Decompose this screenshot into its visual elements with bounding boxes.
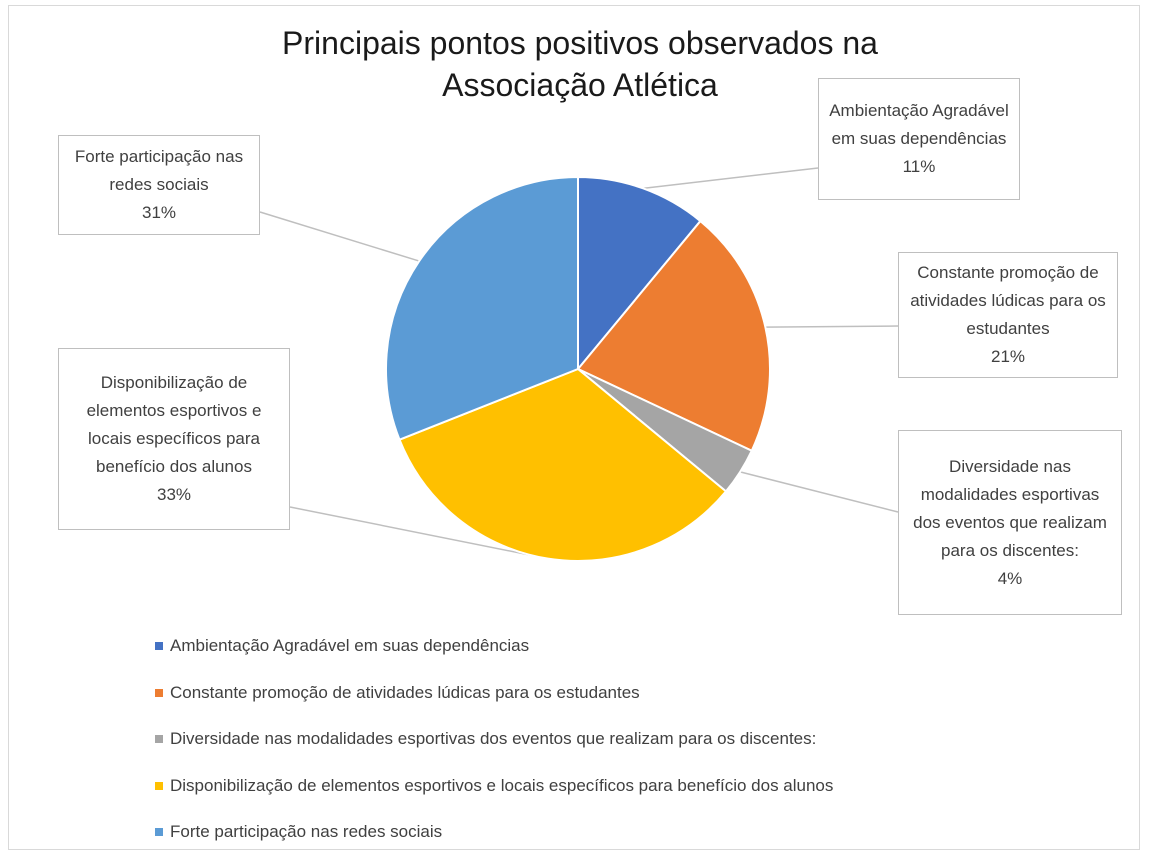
- legend-swatch: [155, 642, 163, 650]
- legend-entry: Ambientação Agradável em suas dependênci…: [155, 632, 529, 660]
- data-label: 4%: [997, 568, 1023, 588]
- data-callout: Disponibilização de elementos esportivos…: [58, 348, 290, 530]
- legend-entry: Constante promoção de atividades lúdicas…: [155, 679, 640, 707]
- data-label: 33%: [156, 485, 192, 504]
- data-label: 11%: [902, 157, 936, 176]
- legend-swatch: [155, 781, 163, 790]
- chart-frame: [8, 5, 1140, 850]
- leader-line: [289, 506, 549, 560]
- data-callout: Diversidade nas modalidades esportivas d…: [898, 430, 1122, 615]
- data-callout: Constante promoção de atividades lúdicas…: [898, 252, 1118, 378]
- chart-title: Principais pontos positivos observados n…: [282, 25, 878, 103]
- legend-label: Disponibilização de elementos esportivos…: [170, 775, 834, 795]
- pie-slice: [576, 219, 771, 453]
- pie-slice: [398, 367, 728, 562]
- leader-line: [739, 471, 899, 513]
- leader-line: [765, 325, 899, 328]
- legend-swatch: [155, 828, 163, 836]
- legend-label: Ambientação Agradável em suas dependênci…: [170, 636, 530, 655]
- pie-slice: [385, 175, 579, 441]
- callout-category: Ambientação Agradável em suas dependênci…: [829, 101, 1009, 148]
- legend-label: Diversidade nas modalidades esportivas d…: [170, 729, 817, 748]
- legend-entry: Forte participação nas redes sociais: [155, 818, 442, 846]
- callout-category: Constante promoção de atividades lúdicas…: [910, 263, 1106, 338]
- data-label: 31%: [141, 203, 177, 222]
- legend-entry: Disponibilização de elementos esportivos…: [155, 772, 833, 800]
- legend-label: Forte participação nas redes sociais: [170, 822, 443, 841]
- pie-slice: [577, 175, 702, 372]
- data-label: 21%: [990, 347, 1026, 366]
- callout-category: Diversidade nas modalidades esportivas d…: [913, 456, 1107, 560]
- leader-line: [259, 211, 420, 262]
- data-callout: Forte participação nas redes sociais 31%: [58, 135, 260, 235]
- callout-category: Disponibilização de elementos esportivos…: [86, 373, 262, 476]
- legend-swatch: [155, 735, 163, 743]
- legend-swatch: [155, 688, 163, 697]
- leader-line: [642, 167, 819, 190]
- leader-lines: [259, 167, 899, 560]
- data-callout: Ambientação Agradável em suas dependênci…: [818, 78, 1020, 200]
- callout-category: Forte participação nas redes sociais: [74, 147, 244, 194]
- legend-entry: Diversidade nas modalidades esportivas d…: [155, 725, 816, 753]
- legend-label: Constante promoção de atividades lúdicas…: [170, 682, 640, 702]
